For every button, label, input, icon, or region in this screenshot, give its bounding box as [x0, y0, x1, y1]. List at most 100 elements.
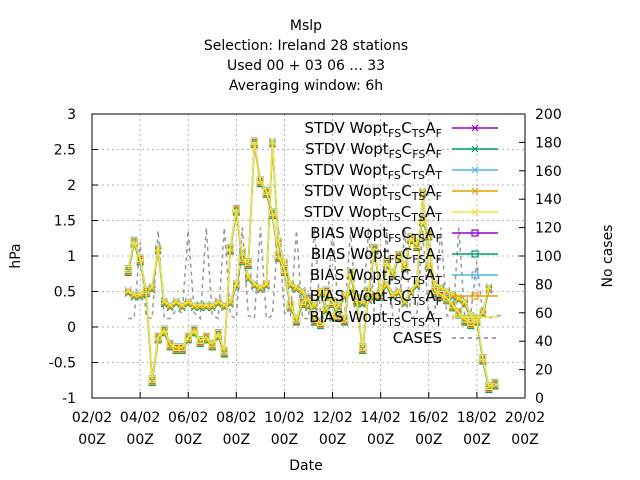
legend-marker — [471, 187, 479, 195]
bias-point — [154, 333, 162, 341]
stdv-point — [268, 138, 276, 146]
bias-point — [148, 375, 156, 384]
stdv-point — [419, 187, 427, 195]
bias-point — [401, 262, 409, 270]
bias-point — [262, 187, 271, 195]
series-cases — [128, 227, 501, 321]
bias-point — [491, 379, 499, 387]
stdv-point — [226, 298, 234, 305]
x-tick-label-date: 14/02 — [360, 410, 400, 426]
stdv-point — [329, 313, 336, 321]
stdv-point — [413, 282, 421, 289]
title-line: Selection: Ireland 28 stations — [204, 38, 408, 54]
legend-marker — [471, 271, 479, 279]
legend-label: CASES — [393, 329, 442, 347]
stdv-point — [184, 298, 192, 305]
x-axis: 02/02 00Z 04/02 00Z 06/02 00Z 08/02 00Z 10/02 00Z… — [72, 392, 545, 448]
x-tick-label-date: 18/02 — [457, 410, 497, 426]
bias-point — [178, 343, 186, 352]
y2-axis-label: No cases — [600, 225, 616, 288]
stdv-point — [383, 280, 391, 288]
y2-axis: 0 20 40 60 80 100 120 140 160 180 200 — [519, 107, 562, 407]
series-lines — [124, 137, 501, 394]
stdv-point — [299, 287, 306, 295]
y2-tick-label: 180 — [535, 135, 562, 151]
y-tick-label: 3 — [67, 107, 76, 123]
stdv-point — [208, 301, 216, 309]
stdv-point — [184, 299, 192, 307]
stdv-point — [479, 310, 487, 318]
x-tick-label-hour: 00Z — [126, 432, 153, 448]
bias-point — [232, 205, 240, 213]
stdv-point — [172, 299, 180, 307]
bias-point — [425, 230, 433, 238]
bias-point — [292, 315, 301, 323]
legend-label: BIAS WoptTSCTSAT — [309, 308, 442, 329]
legend-marker — [471, 313, 479, 321]
stdv-point — [323, 306, 330, 314]
y2-tick-label: 140 — [535, 192, 562, 208]
bias-point — [479, 354, 487, 362]
stdv-point — [262, 282, 270, 289]
bias-point — [304, 294, 313, 302]
stdv-point — [443, 287, 451, 295]
legend-entry: CASES — [393, 329, 498, 347]
stdv-point — [311, 301, 318, 309]
stdv-point — [244, 273, 252, 281]
stdv-point — [401, 298, 409, 305]
bias-point — [256, 177, 264, 185]
bias-point — [377, 290, 385, 298]
bias-point — [160, 326, 168, 334]
legend-marker — [471, 250, 479, 258]
legend-entry: BIAS WoptFSCFSAF — [311, 245, 498, 266]
y2-tick-label: 120 — [535, 221, 562, 237]
legend-entry: STDV WoptFSCTSAF — [305, 119, 498, 140]
bias-point — [353, 294, 361, 302]
chart-title: Mslp Selection: Ireland 28 stations Used 0… — [204, 18, 408, 94]
bias-point — [226, 244, 234, 252]
x-tick-label-date: 16/02 — [409, 410, 449, 426]
bias-point — [250, 138, 258, 146]
stdv-point — [413, 280, 421, 288]
stdv-point — [214, 299, 222, 307]
legend-entry: BIAS WoptTSCTSAF — [310, 287, 498, 308]
bias-point — [268, 209, 277, 217]
stdv-point — [244, 274, 252, 282]
bias-point — [190, 326, 198, 334]
bias-point — [124, 265, 132, 274]
bias-point — [214, 329, 222, 337]
stdv-point — [130, 290, 138, 298]
stdv-point — [335, 301, 342, 309]
stdv-point — [485, 283, 493, 291]
y-tick-label: 2 — [67, 178, 76, 194]
bias-point — [473, 315, 481, 323]
legend-marker — [471, 292, 479, 300]
stdv-point — [371, 290, 379, 298]
x-tick-label-hour: 00Z — [223, 432, 250, 448]
stdv-point — [256, 283, 264, 291]
legend-marker — [471, 124, 479, 132]
x-tick-label-date: 06/02 — [168, 410, 208, 426]
bias-point — [322, 287, 331, 295]
legend-label: BIAS WoptTSCTSAF — [310, 287, 442, 308]
x-axis-label: Date — [289, 458, 322, 474]
stdv-point — [455, 296, 463, 304]
y2-tick-label: 0 — [535, 391, 544, 407]
stdv-point — [479, 308, 487, 316]
x-tick-label-hour: 00Z — [271, 432, 298, 448]
legend-entry: BIAS WoptFSCTSAF — [310, 224, 498, 245]
stdv-point — [124, 289, 132, 296]
bias-point — [449, 301, 457, 309]
stdv-point — [262, 280, 270, 288]
stdv-point — [256, 285, 264, 293]
y2-tick-label: 20 — [535, 363, 553, 379]
y-tick-label: 1 — [67, 249, 76, 265]
stdv-point — [359, 298, 367, 305]
bias-point — [346, 269, 355, 277]
stdv-point — [293, 285, 300, 293]
stdv-point — [214, 298, 222, 305]
stdv-point — [341, 290, 349, 298]
legend-label: BIAS WoptFSCTSAF — [310, 224, 442, 245]
stdv-point — [329, 312, 336, 320]
x-tick-label-hour: 00Z — [319, 432, 346, 448]
